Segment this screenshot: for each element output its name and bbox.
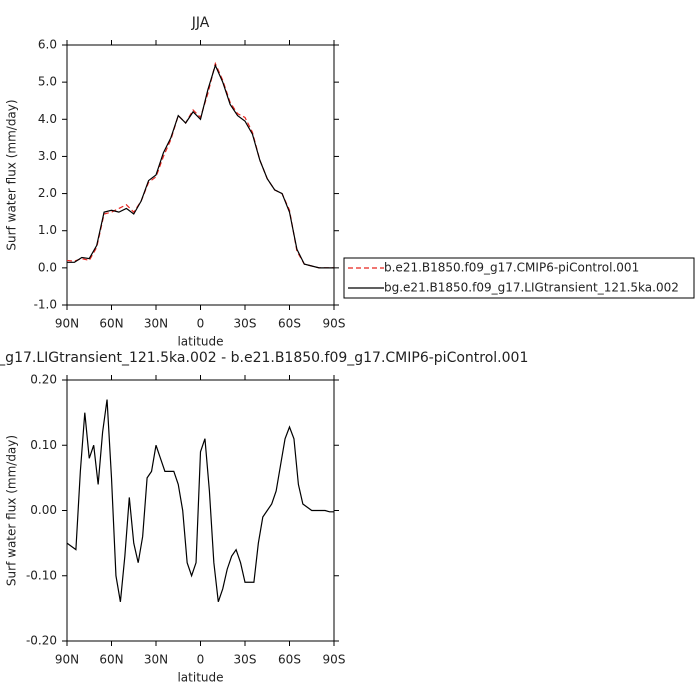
legend-label: b.e21.B1850.f09_g17.CMIP6-piControl.001	[384, 261, 639, 275]
x-tick-label: 90N	[55, 317, 79, 331]
plot-frame	[66, 44, 335, 306]
y-tick-label: 0.20	[30, 373, 57, 387]
x-tick-label: 60S	[278, 653, 301, 667]
y-tick-label: -1.0	[34, 298, 57, 312]
x-tick-label: 60N	[99, 317, 123, 331]
x-tick-label: 60N	[99, 653, 123, 667]
x-tick-label: 30S	[234, 653, 257, 667]
x-tick-label: 30N	[144, 317, 168, 331]
x-axis-label: latitude	[177, 671, 223, 685]
y-tick-label: 6.0	[38, 38, 57, 52]
data-line	[66, 399, 334, 603]
y-axis-label: Surf water flux (mm/day)	[5, 99, 19, 250]
y-tick-label: 4.0	[38, 112, 57, 126]
legend-label: bg.e21.B1850.f09_g17.LIGtransient_121.5k…	[384, 281, 679, 295]
y-tick-label: 1.0	[38, 223, 57, 237]
x-axis-label: latitude	[177, 335, 223, 349]
x-tick-label: 30N	[144, 653, 168, 667]
x-tick-label: 60S	[278, 317, 301, 331]
x-tick-label: 90N	[55, 653, 79, 667]
plot-frame	[66, 379, 335, 642]
chart-title: JJA	[191, 15, 210, 31]
y-tick-label: 0.00	[30, 503, 57, 517]
x-tick-label: 0	[197, 653, 205, 667]
x-tick-label: 0	[197, 317, 205, 331]
y-tick-label: 3.0	[38, 149, 57, 163]
x-tick-label: 90S	[323, 317, 346, 331]
y-tick-label: -0.10	[26, 568, 57, 582]
legend-box	[343, 257, 695, 299]
y-tick-label: 0.0	[38, 260, 57, 274]
x-tick-label: 30S	[234, 317, 257, 331]
y-axis-label: Surf water flux (mm/day)	[5, 435, 19, 586]
y-tick-label: -0.20	[26, 634, 57, 648]
y-tick-label: 5.0	[38, 75, 57, 89]
chart-title: bg.e21.B1850.f09_g17.LIGtransient_121.5k…	[0, 350, 528, 366]
x-tick-label: 90S	[323, 653, 346, 667]
data-line	[67, 63, 334, 269]
y-tick-label: 2.0	[38, 186, 57, 200]
y-tick-label: 0.10	[30, 438, 57, 452]
